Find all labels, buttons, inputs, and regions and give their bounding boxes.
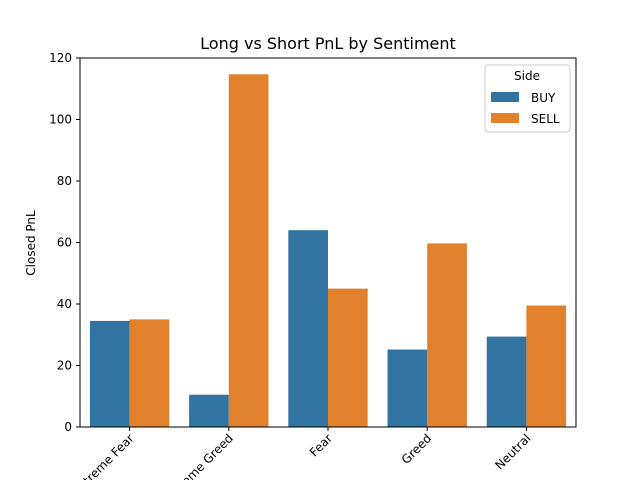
axes-layer: 0 20 40 60 80 100 120	[49, 51, 577, 434]
y-axis-label: Closed PnL	[24, 210, 38, 276]
x-tick-label-neutral: Neutral	[492, 431, 533, 472]
bar-buy-extreme-greed	[189, 394, 229, 427]
x-tick-label-extreme-fear: Extreme Fear	[70, 431, 137, 480]
legend-label-sell: SELL	[531, 112, 560, 126]
x-tick-label-greed: Greed	[399, 431, 435, 467]
y-tick-label: 120	[49, 51, 72, 65]
chart-title: Long vs Short PnL by Sentiment	[200, 34, 456, 53]
x-tick-labels: Extreme Fear Extreme Greed Fear Greed Neutra…	[70, 431, 533, 480]
bar-sell-extreme-fear	[129, 319, 170, 427]
bar-sell-greed	[427, 243, 467, 427]
legend-swatch-buy	[491, 92, 519, 102]
y-tick-label: 100	[49, 113, 72, 127]
bar-buy-extreme-fear	[89, 320, 130, 427]
x-tick-label-fear: Fear	[307, 431, 335, 459]
bar-sell-fear	[328, 288, 368, 427]
bars-layer	[89, 74, 567, 428]
y-tick-label: 40	[57, 297, 72, 311]
bar-buy-fear	[288, 230, 328, 427]
x-tick-label-extreme-greed: Extreme Greed	[162, 431, 236, 480]
bar-sell-extreme-greed	[228, 74, 269, 428]
bar-buy-greed	[387, 349, 428, 427]
legend-label-buy: BUY	[531, 91, 556, 105]
bar-sell-neutral	[526, 305, 567, 427]
y-tick-label: 20	[57, 359, 72, 373]
legend: Side BUY SELL	[484, 64, 571, 133]
legend-title: Side	[514, 69, 540, 83]
legend-swatch-sell	[491, 113, 519, 123]
y-tick-label: 60	[57, 236, 72, 250]
bar-buy-neutral	[486, 336, 527, 427]
y-tick-label: 0	[64, 420, 72, 434]
y-tick-label: 80	[57, 174, 72, 188]
